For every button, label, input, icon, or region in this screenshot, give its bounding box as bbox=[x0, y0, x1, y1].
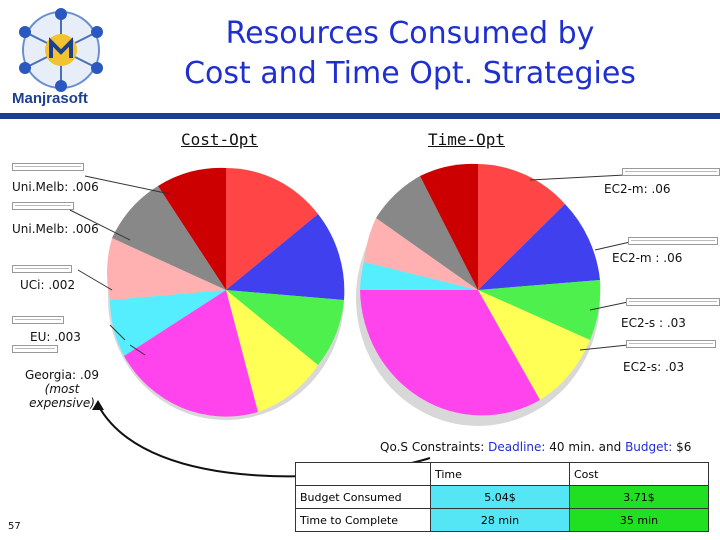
annot-ec2s-2: EC2-s: .03 bbox=[623, 360, 685, 374]
table-header-row: Time Cost bbox=[295, 462, 709, 486]
cost-pie-slice-darkred bbox=[158, 167, 226, 290]
cost-pie-slice-red bbox=[226, 168, 318, 290]
time-pie-slice-blue bbox=[478, 204, 600, 290]
annot-georgia: Georgia: .09 (most expensive) bbox=[22, 368, 102, 410]
annot-ec2s-1: EC2-s : .03 bbox=[621, 316, 686, 330]
annot-unimelb-2: Uni.Melb: .006 bbox=[12, 222, 99, 236]
time-pie-slice-gray bbox=[376, 176, 478, 290]
time-pie-slice-red bbox=[478, 164, 565, 290]
time-pie-slice-green bbox=[478, 280, 601, 340]
cell-cost: 35 min bbox=[569, 508, 709, 532]
logo-text: Manjrasoft bbox=[12, 90, 88, 107]
slide-title: Resources Consumed by Cost and Time Opt.… bbox=[130, 14, 690, 94]
time-pie-slice-magenta bbox=[360, 290, 540, 416]
annot-unimelb-1: Uni.Melb: .006 bbox=[12, 180, 99, 194]
cost-pie-slice-gray bbox=[112, 186, 226, 290]
table-header-cell bbox=[295, 462, 431, 486]
cell-time: 5.04$ bbox=[430, 485, 570, 509]
header-divider bbox=[0, 113, 720, 119]
table-header-cell: Time bbox=[430, 462, 570, 486]
title-line-1: Resources Consumed by bbox=[225, 16, 595, 51]
cost-pie-slice-yellow bbox=[226, 290, 318, 412]
cost-pie-slice-green bbox=[226, 290, 344, 365]
legend-box bbox=[12, 345, 58, 353]
cost-opt-label: Cost-Opt bbox=[181, 130, 259, 149]
page-number: 57 bbox=[8, 521, 21, 532]
legend-box bbox=[12, 265, 72, 273]
row-label: Time to Complete bbox=[295, 508, 431, 532]
row-label: Budget Consumed bbox=[295, 485, 431, 509]
annot-uci: UCi: .002 bbox=[20, 278, 76, 292]
annot-ec2m-1: EC2-m: .06 bbox=[604, 182, 671, 196]
table-row: Time to Complete 28 min 35 min bbox=[295, 508, 709, 532]
time-opt-pie bbox=[356, 163, 601, 426]
legend-box bbox=[628, 237, 718, 245]
legend-box bbox=[12, 163, 84, 171]
table-row: Budget Consumed 5.04$ 3.71$ bbox=[295, 485, 709, 509]
qos-budget-value: $6 bbox=[676, 440, 692, 454]
cost-pie-slice-cyan bbox=[110, 290, 226, 356]
qos-prefix: Qo.S Constraints: bbox=[380, 440, 485, 454]
annot-georgia-line2: (most bbox=[44, 382, 80, 396]
title-line-2: Cost and Time Opt. Strategies bbox=[184, 56, 636, 91]
annot-ec2m-2: EC2-m : .06 bbox=[612, 251, 683, 265]
legend-box bbox=[12, 316, 64, 324]
leader-lines bbox=[69, 174, 631, 356]
manjrasoft-logo bbox=[19, 8, 103, 92]
legend-box bbox=[622, 168, 720, 176]
qos-deadline-value: 40 min. bbox=[549, 440, 595, 454]
cost-pie-slice-blue bbox=[226, 214, 345, 300]
time-pie-slice-pink bbox=[364, 218, 478, 290]
legend-box bbox=[12, 202, 74, 210]
time-pie-slice-darkred bbox=[420, 163, 478, 290]
qos-and: and bbox=[598, 440, 622, 454]
cost-pie-slice-magenta bbox=[124, 290, 258, 417]
annot-georgia-line3: expensive) bbox=[29, 396, 95, 410]
annot-georgia-line1: Georgia: .09 bbox=[25, 368, 99, 382]
time-pie-slice-yellow bbox=[478, 290, 590, 400]
qos-constraints: Qo.S Constraints: Deadline: 40 min. and … bbox=[380, 440, 691, 454]
legend-box bbox=[626, 298, 720, 306]
table-header-cell: Cost bbox=[569, 462, 709, 486]
cost-pie-slice-pink bbox=[107, 238, 226, 300]
qos-deadline-label: Deadline: bbox=[488, 440, 546, 454]
slide-header: Manjrasoft Resources Consumed by Cost an… bbox=[0, 0, 720, 113]
time-opt-label: Time-Opt bbox=[428, 130, 506, 149]
qos-budget-label: Budget: bbox=[625, 440, 673, 454]
cell-cost: 3.71$ bbox=[569, 485, 709, 509]
cell-time: 28 min bbox=[430, 508, 570, 532]
time-pie-slice-cyan bbox=[360, 262, 478, 290]
results-table: Time Cost Budget Consumed 5.04$ 3.71$ Ti… bbox=[295, 462, 709, 532]
cost-opt-pie bbox=[107, 167, 345, 420]
annot-eu: EU: .003 bbox=[30, 330, 81, 344]
legend-box bbox=[626, 340, 716, 348]
